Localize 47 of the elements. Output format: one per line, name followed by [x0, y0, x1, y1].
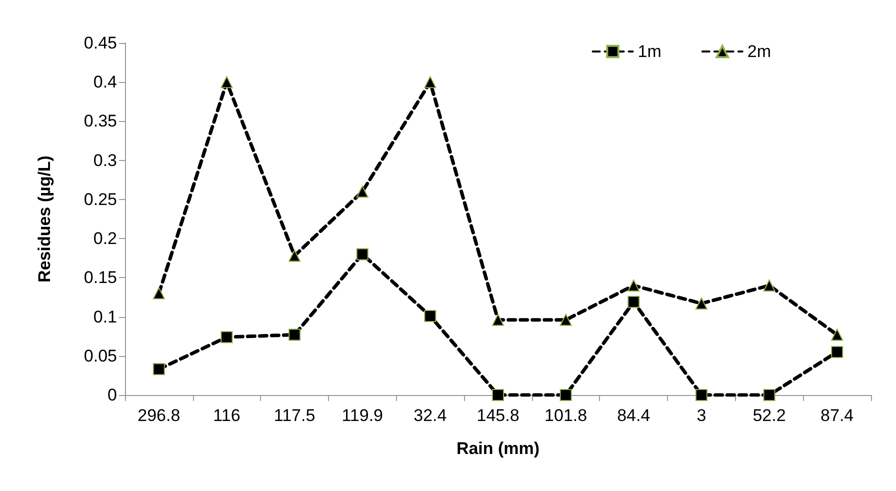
- y-tick-label: 0.45: [84, 34, 117, 52]
- point: [560, 314, 572, 326]
- point: [220, 331, 233, 344]
- x-axis-title: Rain (mm): [456, 439, 540, 458]
- point: [628, 279, 640, 292]
- y-tick-label: 0.3: [93, 150, 117, 170]
- y-tick-label: 0: [108, 386, 117, 404]
- y-tick-label: 0.25: [84, 190, 117, 209]
- point: [492, 389, 504, 401]
- point: [628, 296, 640, 308]
- x-tick-label: 52.2: [752, 406, 786, 425]
- x-tick-label: 101.8: [544, 406, 588, 425]
- point: [288, 250, 301, 262]
- legend-label: 2m: [747, 42, 772, 61]
- y-tick-label: 0.05: [84, 346, 117, 366]
- y-axis-title: Residues (µg/L): [35, 156, 54, 282]
- x-tick-label: 117.5: [274, 406, 316, 425]
- point: [152, 363, 165, 376]
- point: [288, 328, 301, 341]
- point: [492, 314, 504, 326]
- point: [831, 328, 844, 341]
- point: [831, 346, 844, 358]
- x-tick-label: 3: [696, 406, 706, 425]
- x-tick-label: 32.4: [414, 406, 447, 425]
- point: [695, 389, 708, 401]
- y-tick-label: 0.2: [93, 229, 117, 248]
- point: [424, 76, 436, 88]
- y-tick-label: 0.35: [84, 112, 117, 131]
- point: [424, 310, 436, 322]
- point: [356, 186, 368, 198]
- point: [152, 287, 165, 300]
- x-tick-label: 119.9: [342, 406, 384, 425]
- point: [763, 389, 776, 401]
- point: [695, 297, 708, 310]
- y-tick-label: 0.4: [93, 72, 117, 92]
- legend-label: 1m: [638, 42, 662, 61]
- x-tick-label: 296.8: [138, 406, 180, 425]
- point: [763, 279, 776, 292]
- y-tick-label: 0.1: [93, 307, 117, 326]
- x-tick-label: 84.4: [617, 406, 650, 425]
- x-tick-label: 87.4: [820, 406, 854, 425]
- point: [356, 248, 368, 260]
- point: [560, 389, 572, 401]
- point: [220, 76, 233, 88]
- y-tick-label: 0.15: [84, 268, 117, 288]
- x-tick-label: 145.8: [476, 406, 520, 425]
- x-tick-label: 116: [213, 406, 240, 425]
